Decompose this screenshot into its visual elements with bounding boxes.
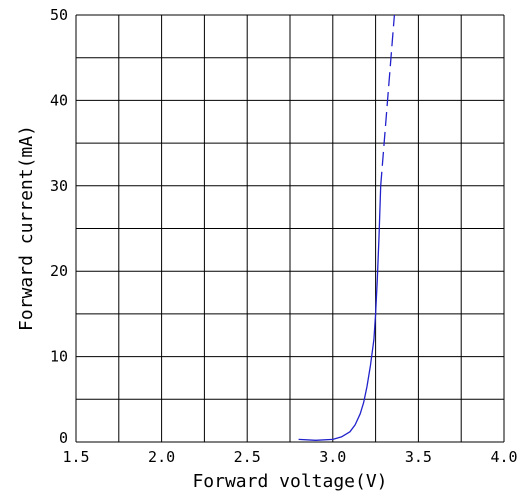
series-line-dashed bbox=[380, 14, 396, 186]
x-tick-label: 1.5 bbox=[62, 448, 89, 466]
series-line bbox=[298, 185, 382, 441]
y-tick-label: 10 bbox=[50, 348, 68, 366]
x-tick-label: 3.5 bbox=[405, 448, 432, 466]
y-tick-label: 0 bbox=[59, 429, 68, 447]
y-tick-label: 50 bbox=[50, 6, 68, 24]
x-tick-label: 4.0 bbox=[490, 448, 517, 466]
y-tick-label: 20 bbox=[50, 262, 68, 280]
y-axis-title: Forward current(mA) bbox=[16, 125, 37, 331]
y-tick-label: 30 bbox=[50, 177, 68, 195]
x-tick-label: 3.0 bbox=[319, 448, 346, 466]
y-tick-labels: 0 10 20 30 40 50 bbox=[50, 6, 68, 447]
x-tick-label: 2.5 bbox=[234, 448, 261, 466]
x-tick-label: 2.0 bbox=[148, 448, 175, 466]
x-axis-title: Forward voltage(V) bbox=[192, 471, 387, 492]
series-group bbox=[298, 14, 396, 441]
y-tick-label: 40 bbox=[50, 91, 68, 109]
x-tick-labels: 1.5 2.0 2.5 3.0 3.5 4.0 bbox=[62, 448, 517, 466]
grid bbox=[75, 14, 505, 443]
